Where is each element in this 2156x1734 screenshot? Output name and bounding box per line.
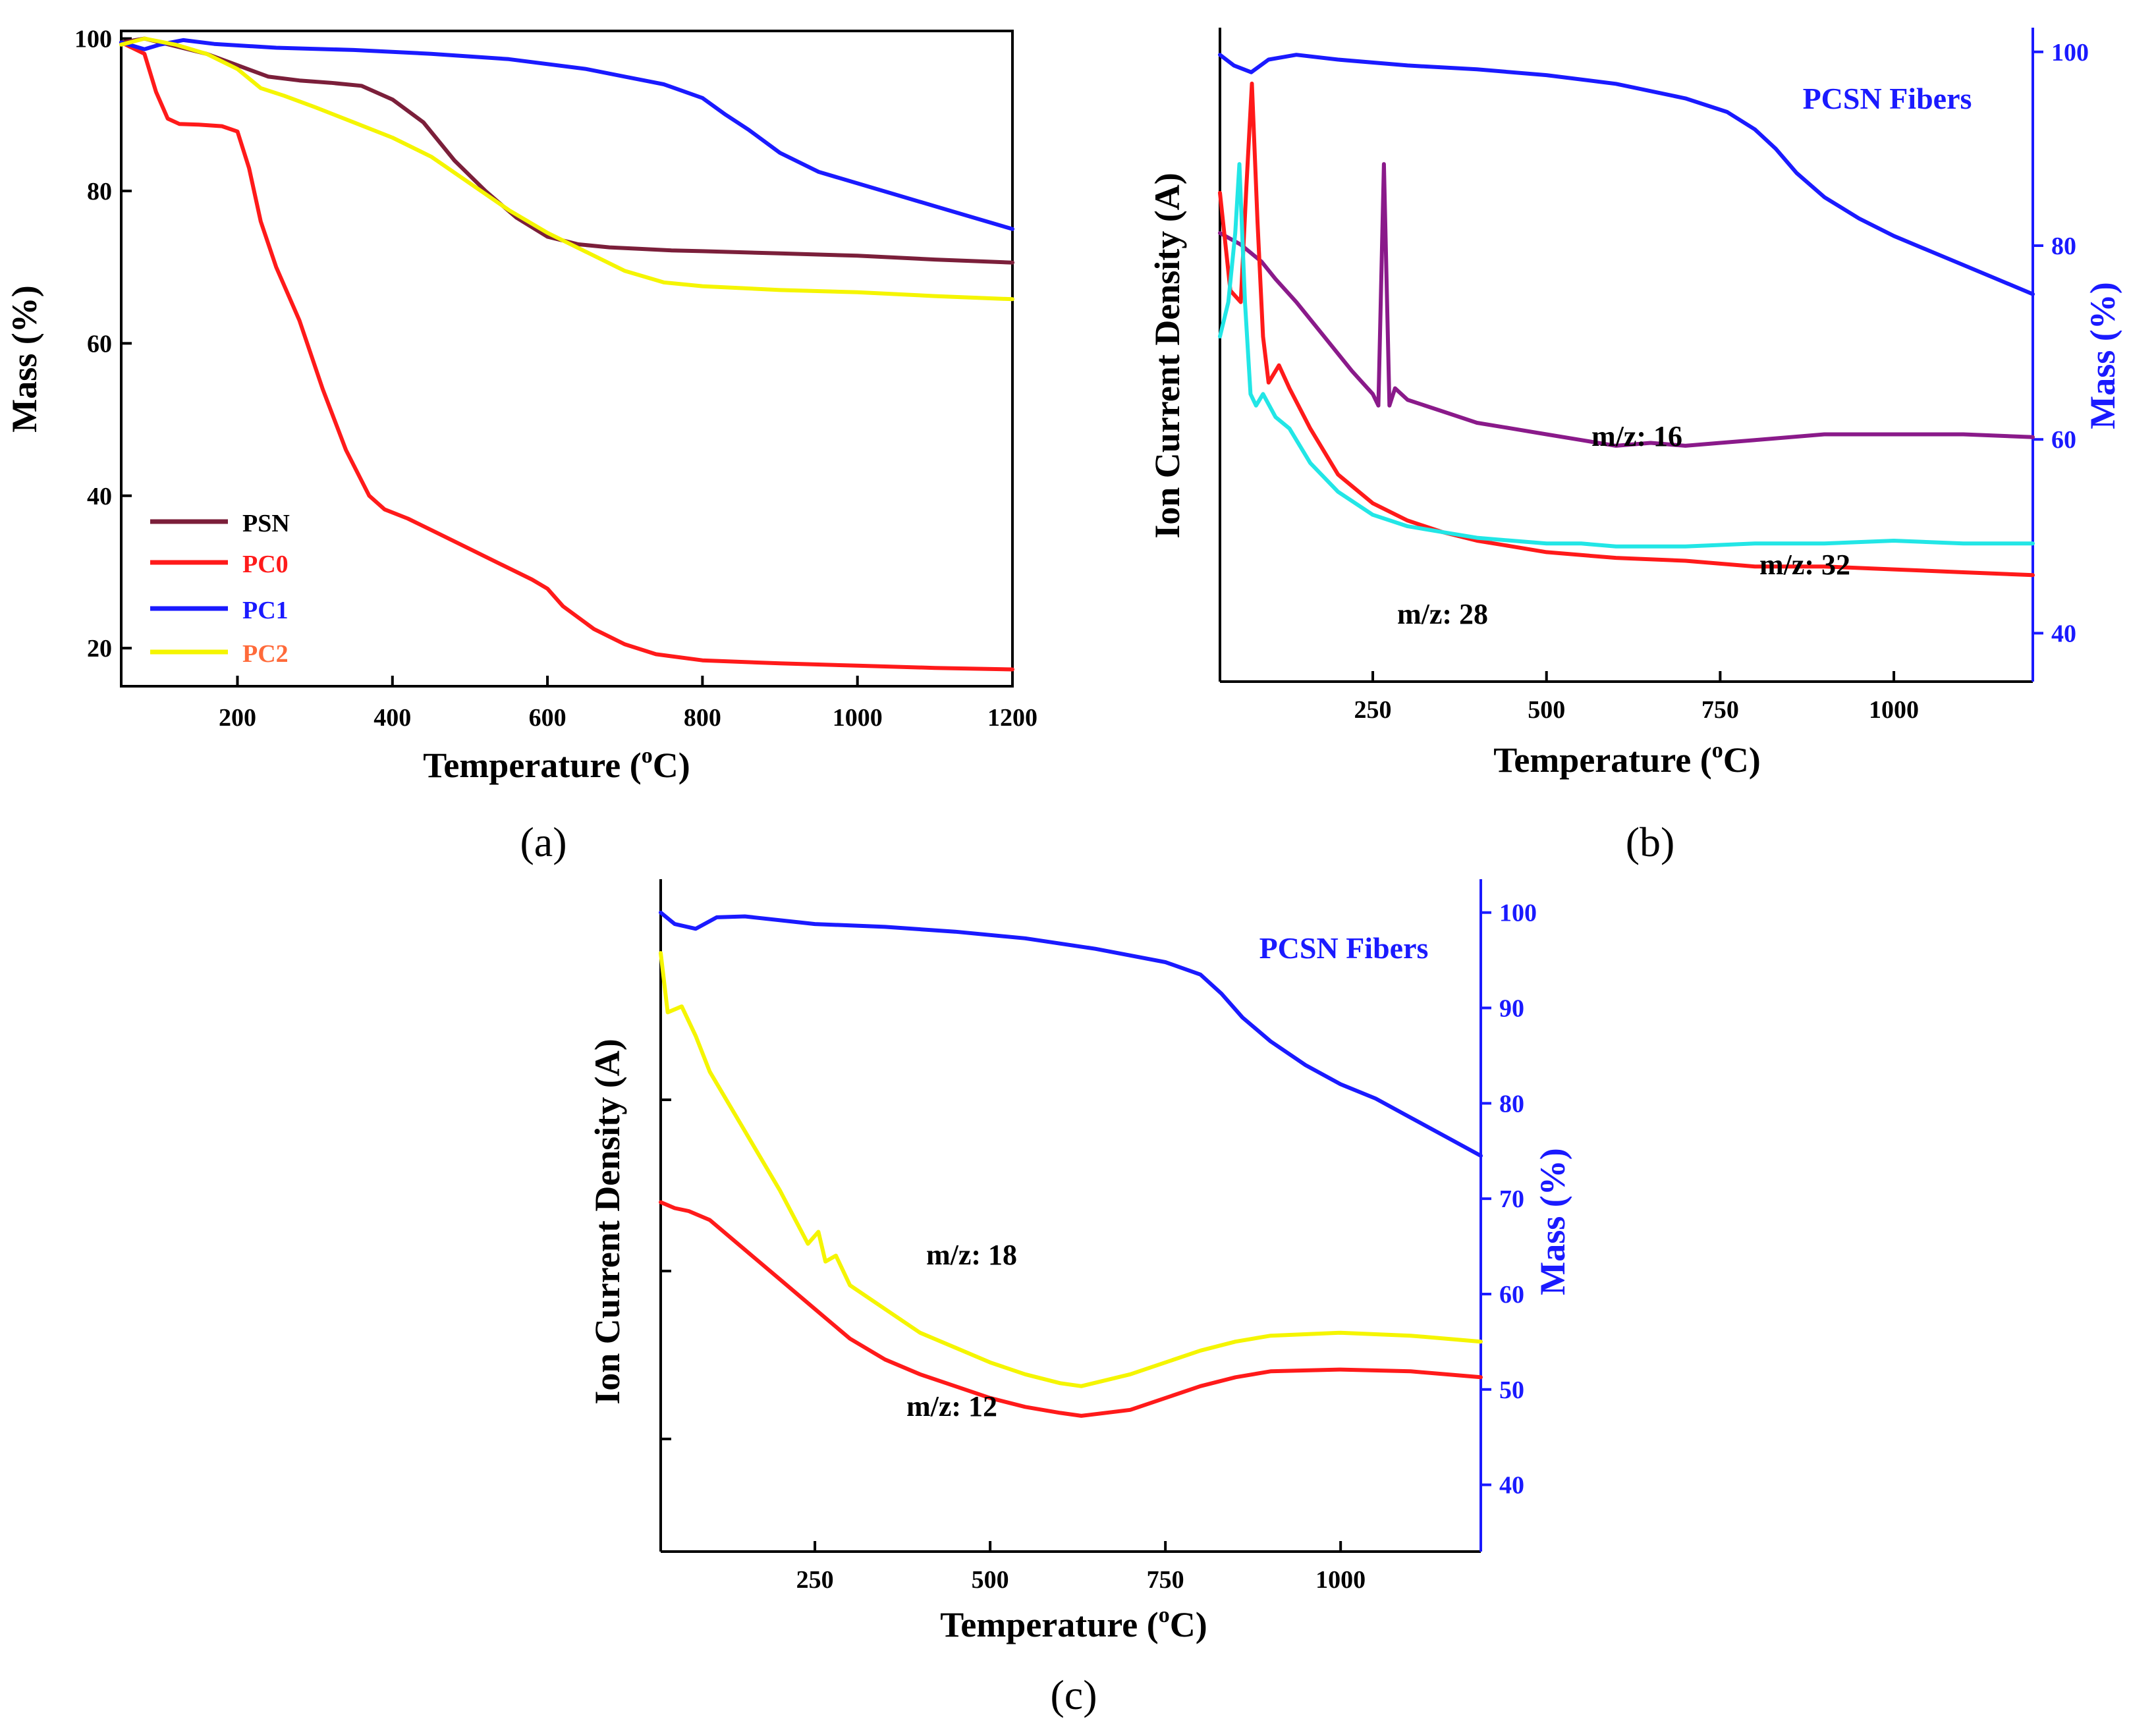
panel-a-y-tick-label: 20 <box>87 635 112 663</box>
panel-c-x-tick-label: 500 <box>972 1566 1009 1594</box>
panel-a-label: (a) <box>520 819 567 865</box>
panel-a-y-tick-label: 80 <box>87 178 112 205</box>
panel-c-right-tick-label: 100 <box>1499 900 1537 927</box>
panel-c-right-tick-label: 50 <box>1499 1376 1524 1404</box>
panel-b-left-axis-title: Ion Current Density (A) <box>1147 173 1187 538</box>
panel-c-x-axis-unit: C) <box>1170 1605 1207 1644</box>
panel-a-x-axis-title: Temperature (oC) <box>423 744 690 785</box>
panel-a-x-tick-label: 1000 <box>833 704 883 732</box>
panel-c-right-tick-label: 70 <box>1499 1185 1524 1213</box>
legend-label-psn: PSN <box>242 510 290 537</box>
panel-a-x-tick-label: 400 <box>373 704 411 732</box>
legend-label-pc1: PC1 <box>242 597 289 624</box>
panel-c-label: (c) <box>1050 1671 1097 1718</box>
panel-c-x-tick-label: 250 <box>796 1566 834 1594</box>
panel-c-right-ticks: 40 50 60 70 80 90 100 <box>1481 900 1537 1500</box>
panel-a-series-pc1 <box>119 38 1014 231</box>
panel-b-x-tick-label: 750 <box>1701 696 1739 724</box>
panel-a-x-axis-title-text: Temperature ( <box>423 745 641 785</box>
panel-b-x-ticks: 250 500 750 1000 <box>1354 671 1919 724</box>
panel-b-label: (b) <box>1626 819 1675 865</box>
panel-b-series-m-z-28 <box>1218 81 2035 578</box>
panel-b-right-axis-title: Mass (%) <box>2083 282 2122 429</box>
panel-b-right-ticks: 40 60 80 100 <box>2033 39 2089 647</box>
panel-c-x-axis-title-text: Temperature ( <box>940 1605 1158 1644</box>
panel-c-series <box>659 910 1483 1418</box>
panel-a-plot-frame <box>120 30 1014 688</box>
panel-b-right-tick-label: 40 <box>2051 620 2076 647</box>
panel-b-title-annotation: PCSN Fibers <box>1803 82 1972 115</box>
panel-a-x-tick-label: 600 <box>529 704 567 732</box>
panel-c-right-tick-label: 40 <box>1499 1472 1524 1500</box>
panel-c-series-mass <box>659 910 1483 1158</box>
panel-b-annotation-mz28: m/z: 28 <box>1397 598 1488 630</box>
panel-a-x-tick-label: 800 <box>684 704 721 732</box>
panel-a-series <box>119 36 1014 672</box>
panel-a-y-ticks: 20 40 60 80 100 <box>74 26 132 663</box>
panel-c-right-tick-label: 80 <box>1499 1090 1524 1118</box>
panel-c-x-tick-label: 750 <box>1147 1566 1184 1594</box>
panel-c-x-ticks: 250 500 750 1000 <box>796 1541 1366 1594</box>
panel-c-right-axis-title: Mass (%) <box>1533 1148 1572 1295</box>
panel-b-right-tick-label: 80 <box>2051 232 2076 260</box>
panel-b-x-axis-title: Temperature (oC) <box>1493 738 1760 780</box>
panel-a: 200 400 600 800 1000 1200 20 40 60 80 100 PSN PC0… <box>5 26 1037 865</box>
panel-c-x-axis-degree: o <box>1159 1603 1170 1627</box>
panel-a-x-axis-unit: C) <box>653 745 690 785</box>
panel-a-legend: PSN PC0 PC1 PC2 <box>150 510 290 668</box>
panel-c-title-annotation: PCSN Fibers <box>1259 931 1429 965</box>
panel-b-series <box>1218 53 2035 578</box>
panel-a-y-tick-label: 100 <box>74 26 112 53</box>
panel-c-series-m-z-12 <box>659 1200 1483 1418</box>
panel-c-left-ticks <box>661 1098 671 1440</box>
panel-a-x-axis-degree: o <box>642 744 653 768</box>
panel-a-series-psn <box>119 36 1014 265</box>
panel-c-left-axis-title: Ion Current Density (A) <box>588 1039 627 1404</box>
panel-b-series-m-z-16 <box>1218 162 2035 448</box>
panel-b-x-tick-label: 1000 <box>1869 696 1919 724</box>
panel-b-x-tick-label: 500 <box>1528 696 1565 724</box>
panel-c-series-m-z-18 <box>659 951 1483 1388</box>
panel-b-series-m-z-32 <box>1218 162 2035 549</box>
panel-a-y-tick-label: 40 <box>87 483 112 510</box>
panel-a-series-pc0 <box>119 40 1014 672</box>
panel-c-right-tick-label: 90 <box>1499 995 1524 1023</box>
panel-c-right-tick-label: 60 <box>1499 1281 1524 1309</box>
panel-c-x-axis-title: Temperature (oC) <box>940 1603 1207 1644</box>
panel-c-x-tick-label: 1000 <box>1315 1566 1366 1594</box>
panel-b-annotation-mz16: m/z: 16 <box>1591 420 1682 452</box>
panel-a-y-tick-label: 60 <box>87 330 112 358</box>
panel-a-x-ticks: 200 400 600 800 1000 1200 <box>219 676 1037 732</box>
panel-c-annotation-mz18: m/z: 18 <box>926 1239 1017 1271</box>
panel-b-x-axis-degree: o <box>1712 738 1723 763</box>
panel-a-series-pc2 <box>119 36 1014 302</box>
panel-c-annotation-mz12: m/z: 12 <box>906 1390 997 1422</box>
panel-b-right-tick-label: 60 <box>2051 426 2076 454</box>
panel-a-x-tick-label: 1200 <box>987 704 1037 732</box>
panel-b-x-tick-label: 250 <box>1354 696 1392 724</box>
panel-a-x-tick-label: 200 <box>219 704 256 732</box>
panel-b-x-axis-unit: C) <box>1723 740 1761 780</box>
panel-b-series-mass <box>1218 53 2035 296</box>
panel-c: 250 500 750 1000 40 50 60 70 80 90 100 PCSN Fiber… <box>588 879 1572 1718</box>
panel-b-x-axis-title-text: Temperature ( <box>1493 740 1711 780</box>
panel-a-y-axis-title: Mass (%) <box>5 285 44 432</box>
legend-label-pc2: PC2 <box>242 640 289 668</box>
panel-b-annotation-mz32: m/z: 32 <box>1759 549 1850 581</box>
legend-label-pc0: PC0 <box>242 551 289 578</box>
panel-b-right-tick-label: 100 <box>2051 39 2089 67</box>
panel-b: 250 500 750 1000 40 60 80 100 PCSN Fibers m/z:… <box>1147 28 2122 865</box>
